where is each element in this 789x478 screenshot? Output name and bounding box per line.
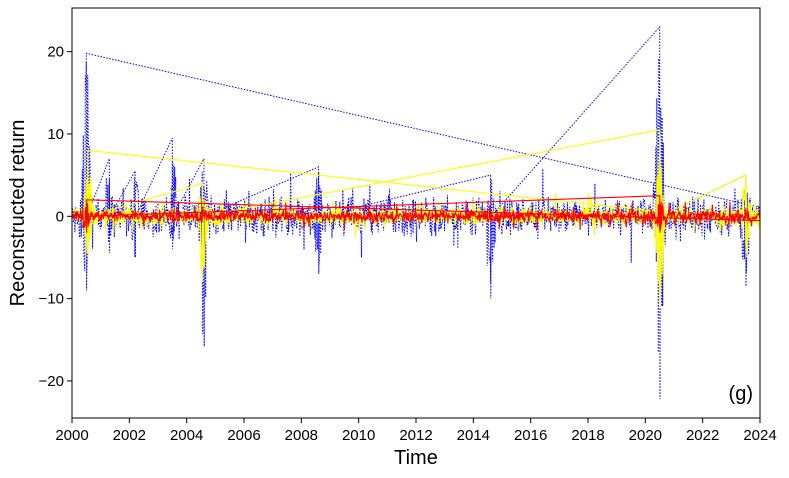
x-tick-label: 2004 [170,427,203,444]
y-tick-label: 0 [56,208,64,225]
plot-series [72,25,760,400]
series-1-line [72,129,760,307]
x-tick-label: 2012 [399,427,432,444]
x-tick-label: 2022 [686,427,719,444]
x-tick-label: 2018 [571,427,604,444]
y-axis-label: Reconstructed return [7,120,29,307]
panel-label: (g) [729,383,753,405]
x-tick-label: 2016 [514,427,547,444]
y-tick-label: −10 [39,291,64,308]
y-axis-ticks: −20 −10 0 10 20 [39,44,72,390]
x-tick-label: 2014 [457,427,490,444]
x-tick-label: 2008 [285,427,318,444]
x-tick-label: 2024 [743,427,776,444]
series-2-line [72,195,760,233]
x-axis-label: Time [394,447,438,469]
x-tick-label: 2010 [342,427,375,444]
x-tick-label: 2000 [55,427,88,444]
y-tick-label: 10 [47,126,64,143]
series-1 [72,129,760,307]
series-2 [72,195,760,233]
x-tick-label: 2002 [113,427,146,444]
x-axis-ticks: 2000 2002 2004 2006 2008 2010 2012 2014 2016 2018… [55,418,777,444]
y-tick-label: −20 [39,373,64,390]
x-tick-label: 2006 [227,427,260,444]
y-tick-label: 20 [47,44,64,61]
x-tick-label: 2020 [629,427,662,444]
